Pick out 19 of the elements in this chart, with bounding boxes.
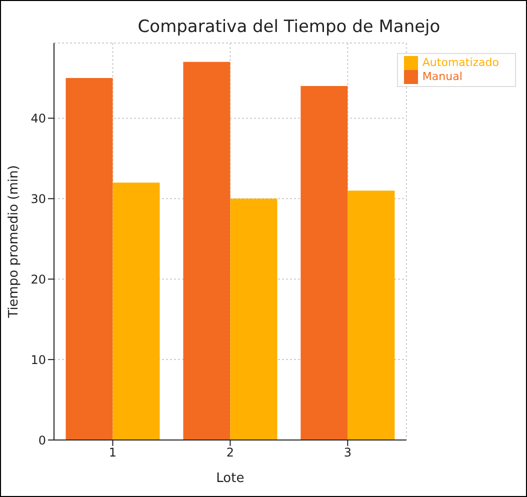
x-tick-label: 3 [344, 446, 352, 460]
x-tick-label: 1 [108, 446, 117, 460]
y-axis-title: Tiempo promedio (min) [6, 165, 22, 319]
bar [348, 190, 395, 440]
x-axis-title: Lote [216, 471, 244, 486]
chart-title: Comparativa del Tiempo de Manejo [136, 17, 442, 37]
bar [230, 198, 278, 440]
x-tick-label: 2 [226, 446, 234, 460]
y-tick-label: 30 [30, 192, 46, 206]
y-tick-label: 10 [30, 352, 46, 367]
bar [66, 78, 113, 440]
bar [183, 62, 230, 440]
legend-label: Automatizado [422, 56, 499, 70]
y-tick-label: 20 [30, 272, 46, 286]
y-tick-label: 40 [30, 111, 46, 126]
y-tick-label: 0 [38, 433, 46, 448]
legend-label: Manual [422, 70, 462, 84]
bar [300, 86, 348, 440]
bar [112, 182, 160, 440]
